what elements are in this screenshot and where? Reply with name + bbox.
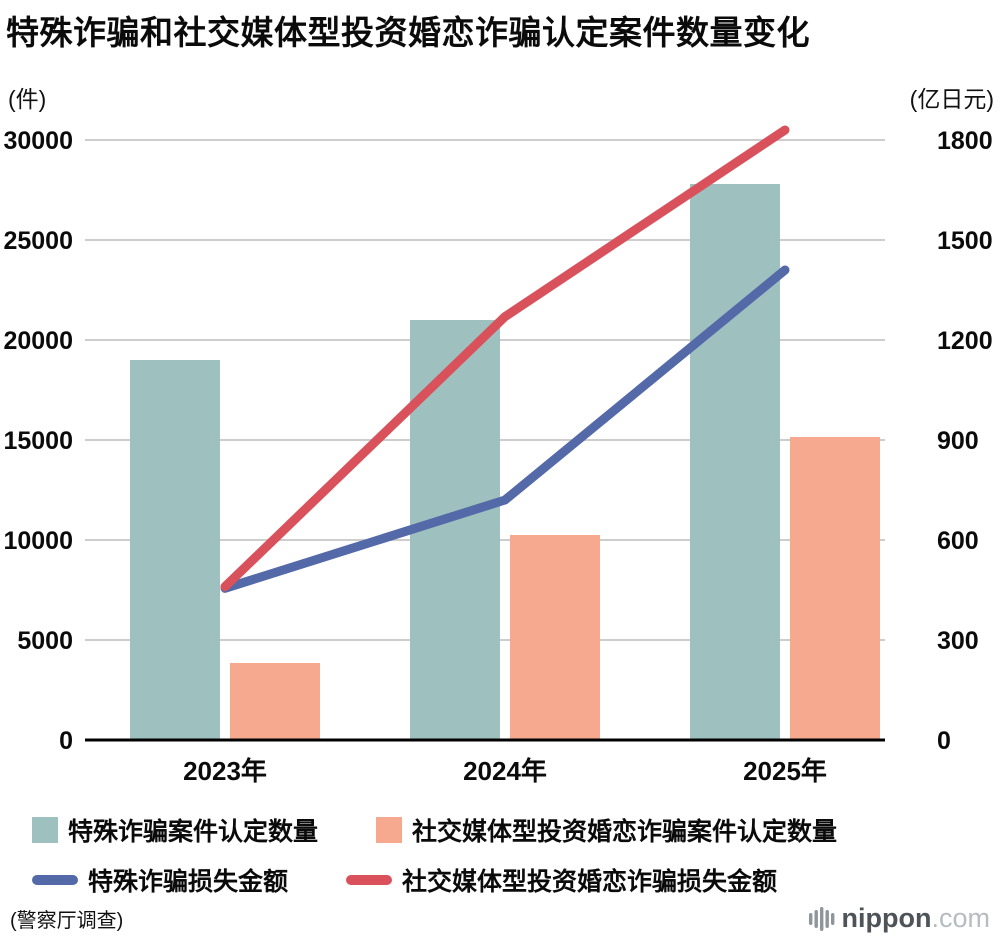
bar-series1-cat0 [230,663,320,740]
left-axis-tick-label: 15000 [3,427,73,455]
left-axis-tick-label: 20000 [3,327,73,355]
left-axis-tick-label: 30000 [3,127,73,155]
footer: (警察厅调查) nippon.com [10,903,990,934]
right-axis-tick-label: 300 [937,627,979,655]
x-axis-label: 2025年 [743,756,827,786]
left-axis-tick-label: 0 [59,727,73,755]
left-axis-unit-label: (件) [8,86,47,112]
chart-title: 特殊诈骗和社交媒体型投资婚恋诈骗认定案件数量变化 [6,14,810,51]
right-axis-tick-label: 600 [937,527,979,555]
legend: 特殊诈骗案件认定数量 社交媒体型投资婚恋诈骗案件认定数量 特殊诈骗损失金额 社交媒体… [32,812,837,898]
bar-series0-cat2 [690,184,780,740]
bar-series1-cat1 [510,535,600,740]
legend-label: 特殊诈骗损失金额 [88,868,289,896]
right-axis-tick-label: 0 [937,727,951,755]
nippon-logo: nippon.com [808,903,990,934]
bar-series0-cat0 [130,360,220,740]
x-axis-label: 2024年 [463,756,547,786]
source-note: (警察厅调查) [10,910,124,932]
logo-text: nippon.com [842,903,990,934]
legend-item: 社交媒体型投资婚恋诈骗案件认定数量 [376,812,837,848]
bar-series1-cat2 [790,437,880,740]
legend-line-swatch [346,875,393,885]
right-axis-tick-label: 1500 [937,227,993,255]
line-series1 [220,125,790,592]
nippon-logo-mark-icon [808,906,834,931]
combo-bar-line-chart: 0 5000 10000 15000 20000 25000 30000 0 300 600 900… [3,125,993,786]
right-axis-tick-label: 900 [937,427,979,455]
legend-label: 特殊诈骗案件认定数量 [68,818,319,846]
legend-item: 特殊诈骗案件认定数量 [32,812,318,848]
x-axis-label: 2023年 [183,756,267,786]
right-axis-tick-label: 1200 [937,327,993,355]
legend-item: 社交媒体型投资婚恋诈骗损失金额 [346,862,777,898]
right-axis-unit-label: (亿日元) [909,86,994,112]
line-series0 [220,265,790,593]
left-axis-tick-label: 5000 [17,627,73,655]
legend-line-swatch [32,875,78,885]
legend-label: 社交媒体型投资婚恋诈骗案件认定数量 [412,818,838,846]
legend-row-lines: 特殊诈骗损失金额 社交媒体型投资婚恋诈骗损失金额 [32,862,837,898]
legend-label: 社交媒体型投资婚恋诈骗损失金额 [402,868,778,896]
logo-tld-text: .com [931,903,990,933]
right-axis-tick-label: 1800 [937,127,993,155]
legend-bar-swatch [376,817,403,843]
legend-bar-swatch [32,817,58,843]
legend-row-bars: 特殊诈骗案件认定数量 社交媒体型投资婚恋诈骗案件认定数量 [32,812,837,848]
legend-item: 特殊诈骗损失金额 [32,862,288,898]
left-axis-tick-label: 25000 [3,227,73,255]
logo-brand-text: nippon [841,903,932,933]
left-axis-tick-label: 10000 [3,527,73,555]
